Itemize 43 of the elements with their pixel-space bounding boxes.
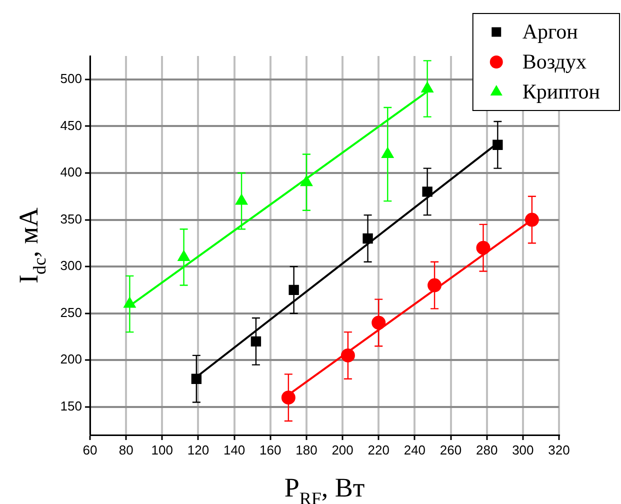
- y-tick-label: 150: [60, 398, 82, 414]
- point: [382, 147, 394, 158]
- point: [422, 186, 432, 197]
- x-tick-label: 140: [223, 442, 246, 458]
- y-tick-label: 450: [60, 118, 82, 133]
- point: [281, 390, 296, 405]
- x-tick-label: 120: [187, 442, 210, 458]
- x-tick-label: 280: [476, 442, 498, 458]
- y-tick-label: 500: [60, 70, 82, 86]
- x-tick-label: 220: [368, 442, 390, 458]
- point: [288, 284, 299, 296]
- point: [300, 175, 313, 186]
- x-tick-label: 60: [82, 442, 98, 458]
- legend-label: Воздух: [522, 50, 587, 74]
- x-tick-label: 320: [548, 442, 570, 458]
- x-tick-label: 300: [512, 442, 534, 458]
- legend-label: Аргон: [522, 20, 578, 44]
- point: [250, 336, 262, 347]
- point: [492, 140, 503, 150]
- x-tick-label: 160: [260, 442, 282, 458]
- y-tick-label: 350: [60, 211, 82, 226]
- x-tick-label: 80: [118, 442, 134, 458]
- y-tick-label: 300: [60, 258, 82, 274]
- y-tick-label: 200: [60, 352, 82, 367]
- x-tick-label: 240: [404, 442, 426, 458]
- point: [340, 348, 355, 362]
- y-axis-title: Idc, мА: [13, 206, 50, 284]
- point: [476, 240, 490, 255]
- x-tick-label: 260: [440, 442, 462, 458]
- y-tick-label: 250: [60, 304, 82, 320]
- point: [191, 374, 202, 384]
- point: [524, 212, 539, 227]
- x-tick-label: 200: [332, 442, 354, 458]
- y-tick-label: 400: [60, 164, 82, 180]
- x-tick-label: 100: [151, 442, 174, 458]
- point: [428, 278, 442, 292]
- point: [362, 233, 373, 244]
- legend-label: Криптон: [522, 80, 600, 104]
- point: [178, 250, 190, 261]
- point: [372, 316, 386, 330]
- x-tick-label: 180: [296, 442, 318, 458]
- point: [421, 82, 434, 93]
- point: [235, 194, 248, 205]
